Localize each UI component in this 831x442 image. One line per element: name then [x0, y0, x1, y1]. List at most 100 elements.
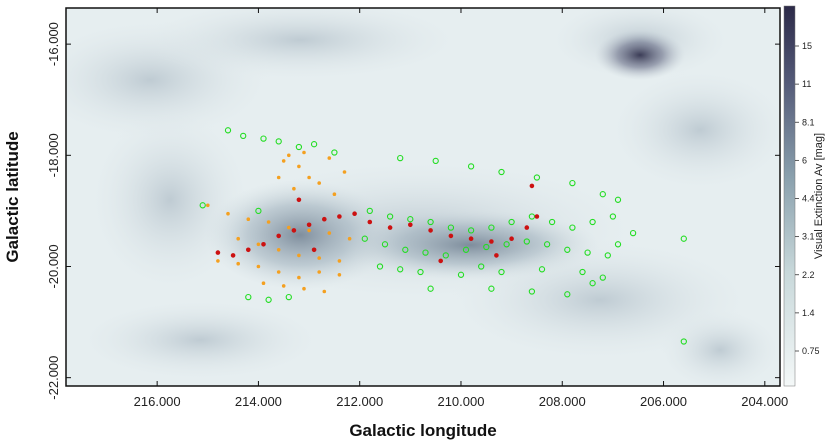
data-point	[408, 222, 413, 228]
data-point	[342, 170, 347, 174]
data-point	[206, 203, 210, 208]
data-point	[285, 293, 292, 301]
x-tick-label: 210.000	[437, 394, 484, 409]
data-point	[275, 138, 282, 145]
data-point	[427, 218, 434, 226]
data-point	[352, 211, 357, 216]
data-point	[327, 156, 332, 160]
series-green-markers	[199, 127, 687, 345]
colorbar-tick-label: 4.4	[802, 194, 815, 204]
colorbar-tick-label: 11	[802, 79, 811, 89]
data-point	[488, 224, 495, 231]
data-point	[381, 241, 389, 248]
data-point	[599, 274, 606, 281]
data-point	[331, 149, 338, 156]
data-point	[337, 273, 342, 277]
colorbar-tick-label: 8.1	[802, 117, 815, 127]
data-point	[569, 224, 576, 231]
data-point	[260, 135, 267, 142]
data-point	[569, 179, 576, 187]
y-tick-label: -16.000	[46, 22, 61, 66]
data-point	[498, 168, 505, 176]
data-point	[680, 338, 687, 345]
data-point	[287, 153, 291, 158]
data-point	[432, 157, 439, 165]
x-tick-label: 216.000	[134, 394, 181, 409]
data-point	[215, 250, 221, 255]
data-point	[216, 259, 220, 263]
x-tick-label: 206.000	[640, 394, 687, 409]
y-tick-label: -18.000	[46, 133, 61, 177]
colorbar-tick-label: 2.2	[802, 270, 815, 280]
data-point	[579, 268, 586, 276]
data-point	[265, 296, 272, 303]
extinction-map	[66, 8, 780, 386]
data-point	[564, 246, 571, 253]
colorbar-tick-label: 3.1	[802, 232, 815, 242]
data-point	[256, 242, 261, 247]
data-point	[386, 213, 394, 220]
data-point	[317, 256, 322, 260]
data-point	[230, 253, 236, 258]
data-point	[604, 252, 611, 259]
data-point	[442, 252, 449, 259]
data-point	[467, 163, 475, 170]
data-point	[295, 143, 303, 151]
data-point	[417, 268, 424, 276]
data-point	[240, 132, 247, 140]
data-point	[266, 220, 271, 224]
data-point	[226, 211, 230, 216]
data-point	[422, 249, 429, 256]
data-point	[367, 219, 373, 225]
data-point	[538, 266, 546, 273]
data-point	[402, 246, 409, 253]
data-point	[256, 264, 261, 269]
colorbar-gradient	[783, 5, 796, 387]
data-point	[397, 154, 404, 162]
data-point	[302, 286, 306, 291]
data-point	[297, 275, 301, 280]
data-point	[508, 218, 515, 226]
data-point	[306, 222, 312, 228]
data-point	[589, 218, 596, 226]
data-point	[297, 164, 301, 169]
data-point	[296, 197, 302, 203]
data-point	[457, 271, 465, 278]
data-point	[261, 242, 266, 247]
data-point	[467, 227, 475, 234]
x-axis-title: Galactic longitude	[349, 421, 496, 440]
data-point	[337, 214, 342, 219]
data-point	[548, 218, 556, 226]
data-point	[494, 253, 499, 258]
data-point	[629, 229, 637, 237]
data-point	[287, 225, 291, 230]
data-point	[564, 291, 571, 298]
data-point	[292, 186, 296, 191]
data-point	[361, 235, 368, 242]
data-point	[236, 236, 240, 241]
colorbar-tick-label: 15	[802, 41, 812, 51]
data-point	[534, 214, 540, 219]
data-point	[311, 247, 317, 253]
data-point	[489, 239, 494, 244]
data-point	[297, 253, 301, 258]
data-point	[503, 241, 510, 248]
data-point	[524, 225, 530, 230]
y-tick-label: -22.000	[46, 356, 61, 400]
data-point	[407, 216, 414, 223]
data-point	[307, 175, 311, 180]
data-point	[462, 246, 470, 253]
data-point	[448, 233, 454, 239]
data-point	[528, 288, 536, 295]
data-point	[478, 263, 485, 270]
data-point	[447, 224, 455, 231]
data-point	[255, 207, 262, 215]
data-point	[509, 236, 514, 241]
colorbar-tick-label: 0.75	[802, 346, 820, 356]
data-point	[199, 202, 206, 209]
x-axis-ticks: 216.000 214.000 212.000 210.000 208.000 206.0…	[134, 8, 788, 409]
data-point	[584, 249, 591, 256]
data-point	[488, 285, 495, 292]
data-point	[317, 181, 322, 185]
data-point	[614, 196, 622, 203]
